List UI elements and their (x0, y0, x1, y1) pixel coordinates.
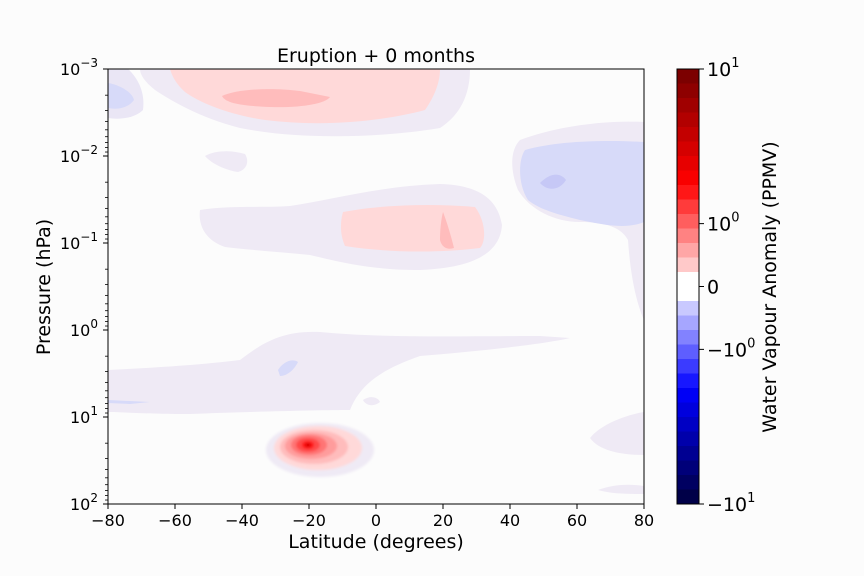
x-axis-label: Latitude (degrees) (288, 531, 464, 553)
colorbar-swatch (677, 83, 699, 99)
plot-area: −80 −60 −40 −20 0 20 40 60 80 10−3 10−2 10−1 100 101… (33, 45, 654, 553)
y-axis-minor-ticks (105, 94, 108, 501)
colorbar-swatch (677, 156, 699, 171)
contour-high-lat-core (540, 174, 566, 189)
colorbar-swatch (677, 301, 699, 316)
y-tick-label: 101 (70, 404, 98, 427)
colorbar-swatch (677, 489, 699, 505)
colorbar-swatch (677, 446, 699, 461)
y-axis-ticks: 10−3 10−2 10−1 100 101 102 (60, 56, 108, 514)
colorbar-swatch (677, 402, 699, 418)
colorbar-swatch (677, 127, 699, 142)
colorbar-label: Water Vapour Anomaly (PPMV) (759, 141, 781, 432)
contour-high-lat-negative (520, 140, 644, 226)
contour-upper-positive-core (222, 89, 330, 108)
contour-mid-positive-core (440, 212, 454, 249)
contour-lower-right-patch (590, 412, 644, 455)
colorbar-tick-label: 0 (707, 277, 719, 299)
colorbar-swatch (677, 257, 699, 273)
y-tick-label: 10−3 (60, 56, 98, 79)
colorbar-tick-label: −101 (707, 491, 755, 516)
y-axis-label: Pressure (hPa) (33, 219, 55, 355)
colorbar-swatch (677, 417, 699, 432)
contour-fill (108, 69, 644, 494)
x-axis-ticks: −80 −60 −40 −20 0 20 40 60 80 (91, 504, 654, 530)
contour-lower-small-negative (278, 360, 298, 376)
colorbar-swatch (677, 373, 699, 389)
colorbar-swatch (677, 214, 699, 229)
colorbar-tick-label: 100 (707, 211, 739, 236)
colorbar-swatch (677, 475, 699, 490)
colorbar-swatch (677, 98, 699, 113)
x-tick-label: −80 (91, 511, 125, 530)
colorbar-swatch (677, 185, 699, 200)
contour-lower-left-strip (108, 400, 150, 404)
x-tick-label: 40 (500, 511, 520, 530)
colorbar-swatch (677, 272, 699, 287)
x-tick-label: −20 (292, 511, 326, 530)
colorbar: 101 100 0 −100 −101 Water Vapour Anomaly (PP… (676, 56, 781, 516)
contour-upper-negative-core (108, 83, 134, 109)
colorbar-swatch (677, 199, 699, 215)
x-tick-label: −40 (225, 511, 259, 530)
contour-lower-positive-blob (266, 423, 374, 477)
contour-speck-1 (205, 151, 248, 172)
colorbar-swatch (677, 388, 699, 403)
colorbar-swatch (677, 431, 699, 447)
colorbar-swatch (677, 330, 699, 345)
colorbar-tick-label: 101 (707, 56, 739, 81)
colorbar-swatch (677, 315, 699, 331)
y-tick-label: 10−1 (60, 230, 98, 253)
colorbar-swatch (677, 141, 699, 157)
colorbar-swatch (677, 344, 699, 360)
colorbar-swatch (677, 69, 699, 84)
y-tick-label: 100 (70, 317, 98, 340)
contour-bottom-right-patch (598, 484, 644, 494)
colorbar-swatches (677, 69, 699, 505)
colorbar-swatch (677, 112, 699, 128)
x-tick-label: 20 (433, 511, 453, 530)
colorbar-swatch (677, 243, 699, 258)
colorbar-swatch (677, 228, 699, 244)
x-tick-label: 60 (567, 511, 587, 530)
y-tick-label: 10−2 (60, 143, 98, 166)
colorbar-tick-label: −100 (707, 336, 755, 361)
y-tick-label: 102 (70, 491, 98, 514)
colorbar-swatch (677, 460, 699, 476)
colorbar-ticks: 101 100 0 −100 −101 (699, 56, 755, 516)
colorbar-swatch (677, 170, 699, 186)
colorbar-swatch (677, 359, 699, 374)
x-tick-label: 0 (371, 511, 381, 530)
colorbar-swatch (677, 286, 699, 302)
contour-lower-band (108, 331, 570, 414)
x-tick-label: 80 (634, 511, 654, 530)
x-tick-label: −60 (158, 511, 192, 530)
chart-title: Eruption + 0 months (277, 45, 475, 67)
contour-lower-speck (363, 397, 380, 406)
contour-mid-positive-band (340, 204, 485, 252)
